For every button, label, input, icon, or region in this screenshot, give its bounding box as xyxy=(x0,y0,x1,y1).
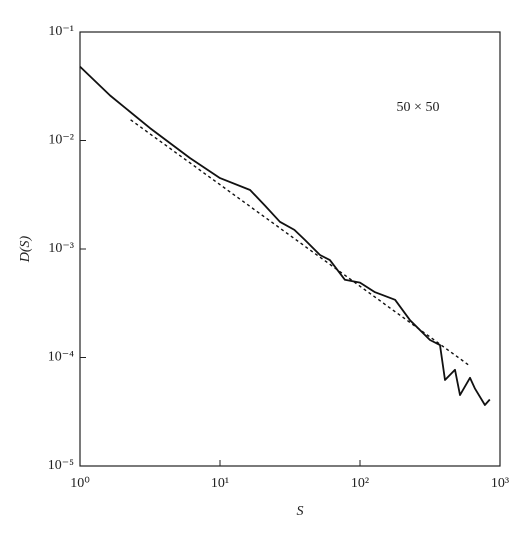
plot-frame xyxy=(79,31,501,467)
x-axis-label: S xyxy=(297,504,304,519)
x-tick-label: 10¹ xyxy=(211,476,229,491)
annotation: 50 × 50 xyxy=(397,100,440,115)
data-line xyxy=(130,119,470,366)
y-axis-label: D(S) xyxy=(18,235,33,263)
y-tick-label: 10⁻¹ xyxy=(48,24,74,39)
y-tick-label: 10⁻⁵ xyxy=(48,458,74,473)
y-tick-label: 10⁻² xyxy=(48,133,74,148)
y-tick-label: 10⁻⁴ xyxy=(48,350,74,365)
x-tick-label: 10⁰ xyxy=(70,476,90,491)
y-tick-label: 10⁻³ xyxy=(48,241,74,256)
data-line xyxy=(79,65,491,406)
x-tick-label: 10³ xyxy=(491,476,509,491)
x-tick-label: 10² xyxy=(351,476,369,491)
